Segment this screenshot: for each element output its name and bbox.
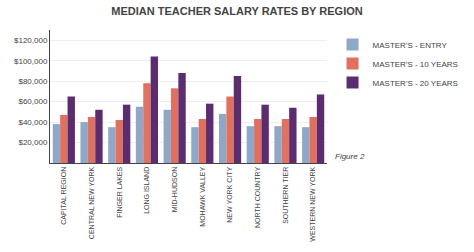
svg-text:SOUTHERN TIER: SOUTHERN TIER xyxy=(282,167,289,224)
svg-text:MASTER'S - 20 YEARS: MASTER'S - 20 YEARS xyxy=(373,79,458,88)
svg-text:LONG ISLAND: LONG ISLAND xyxy=(143,167,150,214)
svg-text:MOHAWK VALLEY: MOHAWK VALLEY xyxy=(199,166,206,226)
svg-text:CAPITAL REGION: CAPITAL REGION xyxy=(60,167,67,225)
svg-text:$20,000: $20,000 xyxy=(18,138,47,147)
svg-text:$40,000: $40,000 xyxy=(18,118,47,127)
svg-text:$60,000: $60,000 xyxy=(18,97,47,106)
svg-text:MASTER'S - 10 YEARS: MASTER'S - 10 YEARS xyxy=(373,60,458,69)
svg-text:$120,000: $120,000 xyxy=(14,36,48,45)
svg-text:CENTRAL NEW YORK: CENTRAL NEW YORK xyxy=(88,166,95,239)
svg-text:$80,000: $80,000 xyxy=(18,77,47,86)
svg-text:FINGER LAKES: FINGER LAKES xyxy=(116,166,123,217)
svg-text:Figure 2: Figure 2 xyxy=(335,152,365,161)
svg-text:NORTH COUNTRY: NORTH COUNTRY xyxy=(254,166,261,228)
svg-text:MASTER'S - ENTRY: MASTER'S - ENTRY xyxy=(373,41,448,50)
svg-text:MEDIAN TEACHER SALARY RATES BY: MEDIAN TEACHER SALARY RATES BY REGION xyxy=(111,5,362,17)
svg-text:$100,000: $100,000 xyxy=(14,56,48,65)
svg-text:NEW YORK CITY: NEW YORK CITY xyxy=(226,166,233,222)
svg-text:WESTERN NEW YORK: WESTERN NEW YORK xyxy=(309,166,316,241)
svg-text:MID-HUDSON: MID-HUDSON xyxy=(171,167,178,213)
